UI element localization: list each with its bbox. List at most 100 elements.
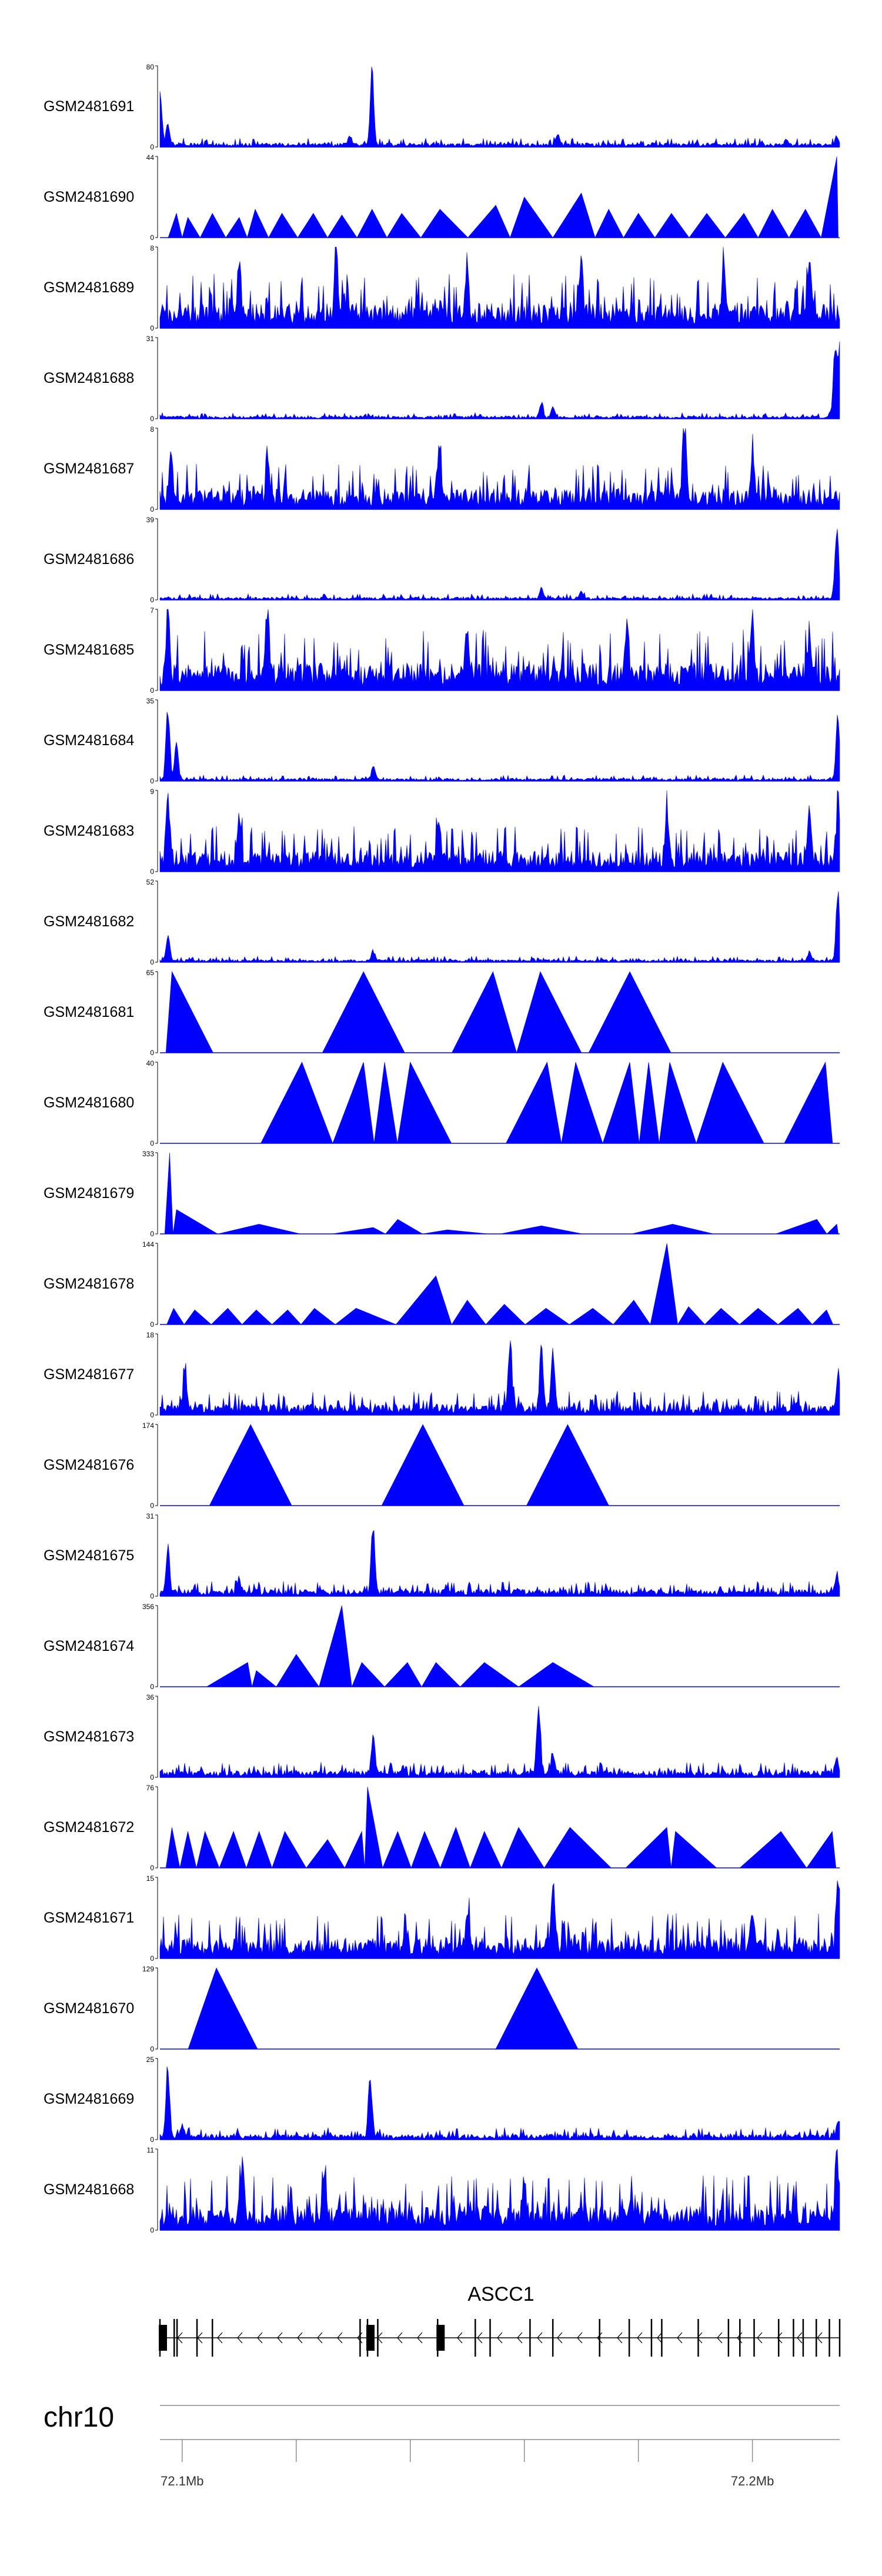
track-label: GSM2481683 xyxy=(44,823,134,839)
track-GSM2481686: GSM2481686 39 0 xyxy=(44,516,840,604)
coverage-area xyxy=(160,1424,840,1506)
track-GSM2481674: GSM2481674 356 0 xyxy=(44,1603,840,1691)
strand-chevron xyxy=(417,2332,423,2344)
strand-chevron xyxy=(797,2332,803,2344)
y-zero-label: 0 xyxy=(150,233,154,242)
y-max-label: 35 xyxy=(146,697,155,705)
strand-chevron xyxy=(237,2332,243,2344)
y-zero-label: 0 xyxy=(150,505,154,513)
track-label: GSM2481680 xyxy=(44,1095,134,1111)
coverage-area xyxy=(159,1340,840,1416)
y-zero-label: 0 xyxy=(150,1683,154,1691)
track-GSM2481687: GSM2481687 8 0 xyxy=(44,425,840,513)
strand-chevron xyxy=(757,2332,763,2344)
track-GSM2481690: GSM2481690 44 0 xyxy=(44,154,840,242)
y-zero-label: 0 xyxy=(150,1501,154,1510)
strand-chevron xyxy=(777,2332,783,2344)
coverage-area xyxy=(160,1243,840,1325)
gene-exon-block xyxy=(159,2325,167,2351)
track-label: GSM2481673 xyxy=(44,1729,134,1745)
gene-model-track: ASCC1 xyxy=(159,2283,841,2357)
track-label: GSM2481688 xyxy=(44,370,134,386)
track-GSM2481688: GSM2481688 31 0 xyxy=(44,335,840,423)
strand-chevron xyxy=(597,2332,603,2344)
ruler-tick-label: 72.1Mb xyxy=(161,2474,203,2488)
track-GSM2481680: GSM2481680 40 0 xyxy=(44,1059,840,1147)
coverage-area xyxy=(159,246,840,329)
track-label: GSM2481686 xyxy=(44,551,134,568)
y-max-label: 36 xyxy=(146,1693,155,1701)
strand-chevron xyxy=(397,2332,403,2344)
y-max-label: 356 xyxy=(142,1603,154,1611)
strand-chevron xyxy=(497,2332,503,2344)
y-max-label: 8 xyxy=(150,425,154,433)
track-label: GSM2481676 xyxy=(44,1457,134,1473)
track-label: GSM2481679 xyxy=(44,1185,134,1202)
strand-chevron xyxy=(817,2332,823,2344)
track-GSM2481683: GSM2481683 9 0 xyxy=(44,788,840,876)
strand-chevron xyxy=(717,2332,723,2344)
ruler-tick-label: 72.2Mb xyxy=(731,2474,774,2488)
strand-chevron xyxy=(297,2332,303,2344)
y-zero-label: 0 xyxy=(150,1773,154,1781)
track-GSM2481684: GSM2481684 35 0 xyxy=(44,697,840,785)
track-label: GSM2481672 xyxy=(44,1819,134,1836)
track-GSM2481677: GSM2481677 18 0 xyxy=(44,1331,840,1419)
track-label: GSM2481685 xyxy=(44,642,134,658)
strand-chevron xyxy=(697,2332,703,2344)
track-GSM2481682: GSM2481682 52 0 xyxy=(44,878,840,966)
strand-chevron xyxy=(577,2332,583,2344)
y-max-label: 144 xyxy=(142,1240,154,1249)
coverage-area xyxy=(159,1530,840,1597)
y-max-label: 129 xyxy=(142,1965,154,1973)
y-zero-label: 0 xyxy=(150,686,154,695)
track-GSM2481679: GSM2481679 333 0 xyxy=(44,1150,840,1238)
y-max-label: 8 xyxy=(150,244,154,252)
coverage-area xyxy=(159,529,840,600)
y-zero-label: 0 xyxy=(150,2045,154,2053)
strand-chevron xyxy=(317,2332,323,2344)
strand-chevron xyxy=(677,2332,683,2344)
strand-chevron xyxy=(257,2332,263,2344)
strand-chevron xyxy=(537,2332,543,2344)
track-GSM2481671: GSM2481671 15 0 xyxy=(44,1874,840,1963)
strand-chevron xyxy=(337,2332,343,2344)
y-max-label: 39 xyxy=(146,516,155,524)
coverage-area xyxy=(160,1152,840,1234)
y-zero-label: 0 xyxy=(150,324,154,332)
gene-exon-block xyxy=(436,2325,445,2351)
coverage-area xyxy=(160,156,840,238)
track-label: GSM2481677 xyxy=(44,1366,134,1383)
strand-chevron xyxy=(637,2332,643,2344)
track-label: GSM2481690 xyxy=(44,189,134,205)
y-max-label: 11 xyxy=(147,2146,155,2154)
track-label: GSM2481689 xyxy=(44,279,134,296)
y-max-label: 333 xyxy=(142,1150,154,1158)
track-GSM2481685: GSM2481685 7 0 xyxy=(44,606,840,695)
strand-chevron xyxy=(657,2332,663,2344)
coverage-area xyxy=(160,1967,840,2050)
strand-chevron xyxy=(217,2332,223,2344)
coverage-tracks: GSM2481691800GSM2481690440GSM248168980GS… xyxy=(44,63,840,2234)
track-GSM2481689: GSM2481689 8 0 xyxy=(44,244,840,332)
y-zero-label: 0 xyxy=(150,1230,154,1238)
coverage-area xyxy=(159,712,840,782)
gene-exon-block xyxy=(366,2325,375,2351)
y-max-label: 25 xyxy=(146,2056,155,2064)
y-zero-label: 0 xyxy=(150,1049,154,1057)
y-max-label: 52 xyxy=(146,878,155,886)
track-GSM2481675: GSM2481675 31 0 xyxy=(44,1512,840,1600)
y-max-label: 7 xyxy=(150,606,154,615)
track-GSM2481681: GSM2481681 65 0 xyxy=(44,969,840,1057)
track-label: GSM2481669 xyxy=(44,2091,134,2107)
track-GSM2481670: GSM2481670 129 0 xyxy=(44,1965,840,2053)
y-zero-label: 0 xyxy=(150,415,154,423)
track-label: GSM2481687 xyxy=(44,461,134,477)
y-max-label: 174 xyxy=(142,1422,154,1430)
track-label: GSM2481671 xyxy=(44,1910,134,1926)
y-max-label: 9 xyxy=(150,788,154,796)
track-label: GSM2481682 xyxy=(44,913,134,930)
y-max-label: 65 xyxy=(146,969,155,977)
y-zero-label: 0 xyxy=(150,1411,154,1419)
